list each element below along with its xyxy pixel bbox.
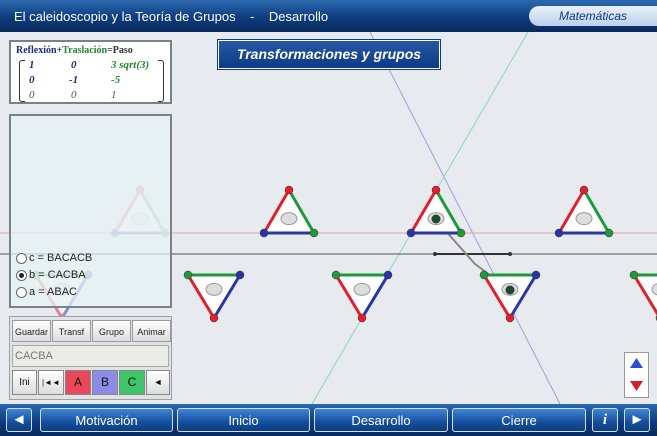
title-bar: El caleidoscopio y la Teoría de Grupos -… [0,0,657,32]
motif-icon [353,282,371,296]
selected-point [505,285,515,295]
kaleidoscope-triangle [554,185,614,238]
kaleidoscope-triangle [183,270,245,323]
kaleidoscope-triangle [406,185,466,238]
vertex-dot [235,270,245,280]
a-button[interactable]: A [65,370,91,395]
vertex-dot [505,313,515,323]
mirror-line-blue [369,32,561,404]
kaleidoscope-canvas[interactable]: Transformaciones y grupos Reflexión+Tras… [0,32,657,404]
vertex-dot [309,228,319,238]
word-input[interactable]: CACBA [12,345,169,367]
matrix-bracket-right [158,60,164,102]
guardar-button[interactable]: Guardar [12,320,51,342]
equals-sign: = [107,45,113,56]
arrow-down-icon[interactable] [630,381,643,391]
kaleidoscope-triangle [479,270,541,323]
matrix-cell: 0 [29,74,35,86]
matrix-cell: 3 sqrt(3) [111,59,150,71]
vertex-dot [554,228,564,238]
radio-button[interactable] [16,286,27,298]
vertex-dot [431,185,441,195]
scroll-arrows [624,352,649,398]
traslacion-label: Traslación [62,45,108,56]
desarrollo-button[interactable]: Desarrollo [314,408,448,432]
matrix-panel: Reflexión+Traslación=Paso 1 0 3 sqrt(3) … [9,40,172,104]
radio-label: c = BACACB [29,252,93,264]
c-button[interactable]: C [119,370,145,395]
back-button[interactable]: ◄ [146,370,170,395]
motif-icon [575,212,593,226]
vertex-dot [579,185,589,195]
radio-option-c[interactable]: c = BACACB [16,252,92,264]
vertex-dot [604,228,614,238]
cierre-button[interactable]: Cierre [452,408,586,432]
ini-button[interactable]: Ini [12,370,37,395]
subject-tab[interactable]: Matemáticas [529,6,657,26]
section-banner: Transformaciones y grupos [218,40,440,69]
vertex-dot [183,270,193,280]
control-panel: Guardar Transf Grupo Animar CACBA Ini |◄… [9,316,172,400]
b-button[interactable]: B [92,370,118,395]
vertex-dot [209,313,219,323]
next-arrow-button[interactable]: ► [624,408,650,432]
matrix-bracket-left [19,60,25,102]
matrix-cell: 0 [29,89,35,101]
motif-icon [651,283,657,296]
scroll-arrows-icon [630,358,643,391]
segment-endpoint [433,252,437,256]
radio-label: a = ABAC [29,286,78,298]
radio-option-a[interactable]: a = ABAC [16,286,77,298]
options-panel: c = BACACB b = CACBA a = ABAC [9,114,172,308]
selected-point [431,214,441,224]
matrix-cell: 1 [29,59,35,71]
vertex-dot [406,228,416,238]
paso-label: Paso [112,45,133,56]
radio-label: b = CACBA [29,269,86,281]
rewind-button[interactable]: |◄◄ [38,370,64,395]
vertex-dot [331,270,341,280]
window-title: El caleidoscopio y la Teoría de Grupos -… [14,9,329,24]
vertex-dot [357,313,367,323]
kaleidoscope-triangle [331,270,393,323]
vertex-dot [259,228,269,238]
reflexion-label: Reflexión [16,45,57,56]
kaleidoscope-triangle [629,270,657,322]
motif-icon [205,282,223,296]
radio-option-b[interactable]: b = CACBA [16,269,86,281]
segment-endpoint [508,252,512,256]
vertex-dot [284,185,294,195]
matrix-cell: 0 [71,59,77,71]
matrix-cell: 1 [111,89,117,101]
prev-arrow-button[interactable]: ◄ [6,408,32,432]
navigation-bar: ◄ Motivación Inicio Desarrollo Cierre i … [0,404,657,436]
transf-button[interactable]: Transf [52,320,91,342]
kaleidoscope-triangle [259,185,319,238]
radio-button[interactable] [16,269,27,281]
motivacion-button[interactable]: Motivación [40,408,173,432]
grupo-button[interactable]: Grupo [92,320,131,342]
matrix-cell: -1 [69,74,79,86]
vertex-dot [383,270,393,280]
inicio-button[interactable]: Inicio [177,408,310,432]
plus-sign: + [56,45,63,56]
matrix-cell: -5 [111,74,121,86]
info-button[interactable]: i [592,408,618,432]
arrow-up-icon[interactable] [630,358,643,368]
vertex-dot [479,270,489,280]
vertex-dot [531,270,541,280]
vertex-dot [456,228,466,238]
matrix-cell: 0 [71,89,77,101]
vertex-dot [629,270,639,280]
matrix-header: Reflexión+Traslación=Paso [16,45,133,56]
animar-button[interactable]: Animar [132,320,171,342]
motif-icon [280,212,298,226]
radio-button[interactable] [16,252,27,264]
